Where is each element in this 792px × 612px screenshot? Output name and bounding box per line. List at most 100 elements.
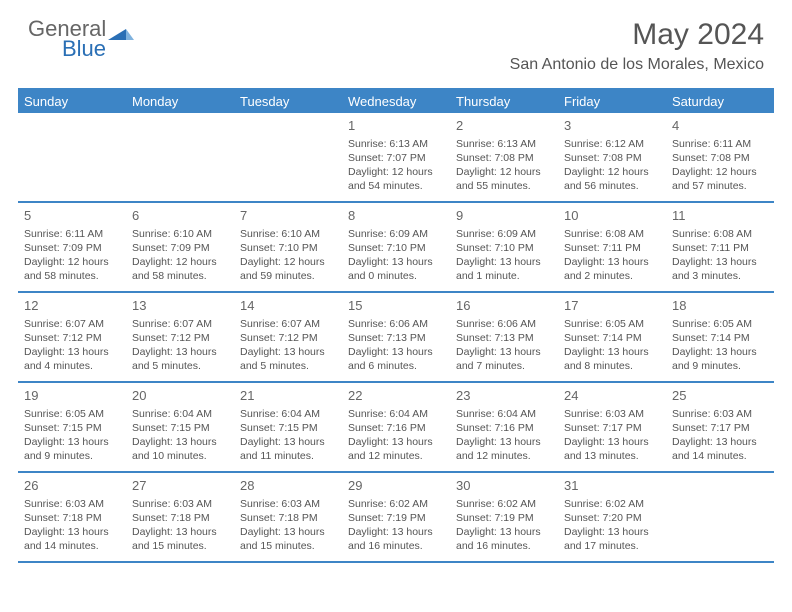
day-number: 3 bbox=[564, 117, 660, 135]
sunset-text: Sunset: 7:09 PM bbox=[132, 241, 228, 255]
day-number: 7 bbox=[240, 207, 336, 225]
sunset-text: Sunset: 7:14 PM bbox=[564, 331, 660, 345]
day-cell: 5Sunrise: 6:11 AMSunset: 7:09 PMDaylight… bbox=[18, 203, 126, 291]
day-number: 29 bbox=[348, 477, 444, 495]
daylight-text-2: and 55 minutes. bbox=[456, 179, 552, 193]
daylight-text-2: and 12 minutes. bbox=[456, 449, 552, 463]
sunrise-text: Sunrise: 6:04 AM bbox=[132, 407, 228, 421]
daylight-text-2: and 2 minutes. bbox=[564, 269, 660, 283]
dow-saturday: Saturday bbox=[666, 90, 774, 113]
sunrise-text: Sunrise: 6:04 AM bbox=[240, 407, 336, 421]
day-cell: 29Sunrise: 6:02 AMSunset: 7:19 PMDayligh… bbox=[342, 473, 450, 561]
sunset-text: Sunset: 7:20 PM bbox=[564, 511, 660, 525]
day-cell: 31Sunrise: 6:02 AMSunset: 7:20 PMDayligh… bbox=[558, 473, 666, 561]
day-number: 11 bbox=[672, 207, 768, 225]
daylight-text-2: and 4 minutes. bbox=[24, 359, 120, 373]
sunset-text: Sunset: 7:18 PM bbox=[24, 511, 120, 525]
sunset-text: Sunset: 7:18 PM bbox=[240, 511, 336, 525]
week-row: 1Sunrise: 6:13 AMSunset: 7:07 PMDaylight… bbox=[18, 113, 774, 203]
daylight-text-1: Daylight: 13 hours bbox=[564, 435, 660, 449]
day-number: 22 bbox=[348, 387, 444, 405]
day-cell: 26Sunrise: 6:03 AMSunset: 7:18 PMDayligh… bbox=[18, 473, 126, 561]
day-number: 1 bbox=[348, 117, 444, 135]
daylight-text-1: Daylight: 12 hours bbox=[564, 165, 660, 179]
daylight-text-2: and 9 minutes. bbox=[672, 359, 768, 373]
sunset-text: Sunset: 7:17 PM bbox=[564, 421, 660, 435]
day-cell: 2Sunrise: 6:13 AMSunset: 7:08 PMDaylight… bbox=[450, 113, 558, 201]
dow-tuesday: Tuesday bbox=[234, 90, 342, 113]
daylight-text-2: and 54 minutes. bbox=[348, 179, 444, 193]
daylight-text-2: and 5 minutes. bbox=[132, 359, 228, 373]
sunrise-text: Sunrise: 6:04 AM bbox=[456, 407, 552, 421]
day-cell: 10Sunrise: 6:08 AMSunset: 7:11 PMDayligh… bbox=[558, 203, 666, 291]
sunset-text: Sunset: 7:14 PM bbox=[672, 331, 768, 345]
sunrise-text: Sunrise: 6:02 AM bbox=[564, 497, 660, 511]
week-row: 5Sunrise: 6:11 AMSunset: 7:09 PMDaylight… bbox=[18, 203, 774, 293]
day-number: 12 bbox=[24, 297, 120, 315]
sunrise-text: Sunrise: 6:07 AM bbox=[132, 317, 228, 331]
day-number: 26 bbox=[24, 477, 120, 495]
week-row: 19Sunrise: 6:05 AMSunset: 7:15 PMDayligh… bbox=[18, 383, 774, 473]
sunrise-text: Sunrise: 6:03 AM bbox=[564, 407, 660, 421]
sunrise-text: Sunrise: 6:02 AM bbox=[456, 497, 552, 511]
location-subtitle: San Antonio de los Morales, Mexico bbox=[510, 56, 764, 74]
day-cell: 18Sunrise: 6:05 AMSunset: 7:14 PMDayligh… bbox=[666, 293, 774, 381]
day-cell: 6Sunrise: 6:10 AMSunset: 7:09 PMDaylight… bbox=[126, 203, 234, 291]
daylight-text-1: Daylight: 13 hours bbox=[132, 435, 228, 449]
day-number: 18 bbox=[672, 297, 768, 315]
sunrise-text: Sunrise: 6:06 AM bbox=[348, 317, 444, 331]
day-number: 2 bbox=[456, 117, 552, 135]
daylight-text-1: Daylight: 13 hours bbox=[564, 345, 660, 359]
day-number: 5 bbox=[24, 207, 120, 225]
sunrise-text: Sunrise: 6:04 AM bbox=[348, 407, 444, 421]
daylight-text-1: Daylight: 13 hours bbox=[456, 345, 552, 359]
daylight-text-2: and 6 minutes. bbox=[348, 359, 444, 373]
sunrise-text: Sunrise: 6:06 AM bbox=[456, 317, 552, 331]
day-number: 16 bbox=[456, 297, 552, 315]
daylight-text-2: and 9 minutes. bbox=[24, 449, 120, 463]
sunrise-text: Sunrise: 6:07 AM bbox=[24, 317, 120, 331]
day-cell: 25Sunrise: 6:03 AMSunset: 7:17 PMDayligh… bbox=[666, 383, 774, 471]
day-cell: 12Sunrise: 6:07 AMSunset: 7:12 PMDayligh… bbox=[18, 293, 126, 381]
daylight-text-1: Daylight: 13 hours bbox=[564, 255, 660, 269]
day-number: 30 bbox=[456, 477, 552, 495]
sunset-text: Sunset: 7:13 PM bbox=[348, 331, 444, 345]
day-number: 31 bbox=[564, 477, 660, 495]
daylight-text-1: Daylight: 12 hours bbox=[672, 165, 768, 179]
daylight-text-2: and 0 minutes. bbox=[348, 269, 444, 283]
daylight-text-1: Daylight: 13 hours bbox=[348, 345, 444, 359]
daylight-text-2: and 1 minute. bbox=[456, 269, 552, 283]
sunrise-text: Sunrise: 6:03 AM bbox=[132, 497, 228, 511]
sunrise-text: Sunrise: 6:05 AM bbox=[24, 407, 120, 421]
daylight-text-2: and 13 minutes. bbox=[564, 449, 660, 463]
sunset-text: Sunset: 7:15 PM bbox=[24, 421, 120, 435]
sunset-text: Sunset: 7:10 PM bbox=[240, 241, 336, 255]
sunset-text: Sunset: 7:10 PM bbox=[348, 241, 444, 255]
sunrise-text: Sunrise: 6:13 AM bbox=[348, 137, 444, 151]
sunset-text: Sunset: 7:12 PM bbox=[132, 331, 228, 345]
sunrise-text: Sunrise: 6:07 AM bbox=[240, 317, 336, 331]
sunset-text: Sunset: 7:11 PM bbox=[564, 241, 660, 255]
day-number: 24 bbox=[564, 387, 660, 405]
daylight-text-2: and 15 minutes. bbox=[132, 539, 228, 553]
sunset-text: Sunset: 7:07 PM bbox=[348, 151, 444, 165]
daylight-text-1: Daylight: 13 hours bbox=[240, 435, 336, 449]
daylight-text-1: Daylight: 13 hours bbox=[672, 345, 768, 359]
logo: GeneralBlue bbox=[28, 18, 134, 60]
day-cell: 30Sunrise: 6:02 AMSunset: 7:19 PMDayligh… bbox=[450, 473, 558, 561]
day-number: 15 bbox=[348, 297, 444, 315]
dow-thursday: Thursday bbox=[450, 90, 558, 113]
day-cell: 20Sunrise: 6:04 AMSunset: 7:15 PMDayligh… bbox=[126, 383, 234, 471]
day-cell: 24 Sunrise: 6:03 AMSunset: 7:17 PMDayligh… bbox=[558, 383, 666, 471]
day-cell: 17Sunrise: 6:05 AMSunset: 7:14 PMDayligh… bbox=[558, 293, 666, 381]
sunset-text: Sunset: 7:15 PM bbox=[240, 421, 336, 435]
sunset-text: Sunset: 7:08 PM bbox=[456, 151, 552, 165]
day-number: 8 bbox=[348, 207, 444, 225]
day-cell: 15 Sunrise: 6:06 AMSunset: 7:13 PMDayligh… bbox=[342, 293, 450, 381]
sunrise-text: Sunrise: 6:13 AM bbox=[456, 137, 552, 151]
sunset-text: Sunset: 7:09 PM bbox=[24, 241, 120, 255]
sunset-text: Sunset: 7:16 PM bbox=[348, 421, 444, 435]
sunrise-text: Sunrise: 6:02 AM bbox=[348, 497, 444, 511]
sunrise-text: Sunrise: 6:10 AM bbox=[132, 227, 228, 241]
week-row: 26Sunrise: 6:03 AMSunset: 7:18 PMDayligh… bbox=[18, 473, 774, 563]
